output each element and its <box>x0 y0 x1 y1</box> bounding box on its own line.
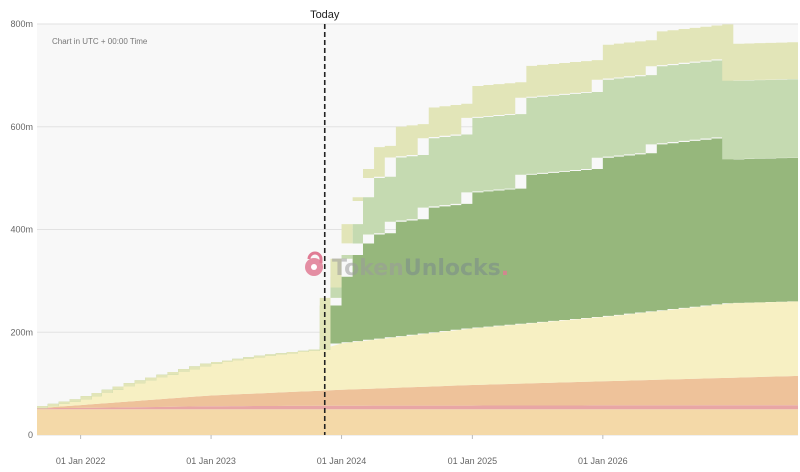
y-tick-label-0: 0 <box>28 430 33 440</box>
watermark-lock-icon <box>305 251 323 276</box>
x-axis: 01 Jan 2022 01 Jan 2023 01 Jan 2024 01 Jan … <box>56 435 628 466</box>
area-series-6 <box>37 59 798 409</box>
x-tick-label-3: 01 Jan 2025 <box>448 456 498 466</box>
area-series-5 <box>37 137 798 409</box>
x-tick-label-1: 01 Jan 2023 <box>186 456 236 466</box>
watermark-text: TokenUnlocks. <box>332 256 509 281</box>
area-series-1 <box>37 409 798 435</box>
x-tick-label-0: 01 Jan 2022 <box>56 456 106 466</box>
x-tick-label-2: 01 Jan 2024 <box>317 456 367 466</box>
today-label: Today <box>310 9 340 21</box>
timezone-note: Chart in UTC + 00:00 Time <box>52 37 148 46</box>
area-series-2 <box>37 405 798 410</box>
y-tick-label-3: 600m <box>10 122 33 132</box>
area-series-4 <box>37 301 798 409</box>
y-axis: 0 200m 400m 600m 800m <box>10 19 33 440</box>
watermark: TokenUnlocks. <box>305 251 509 281</box>
area-series-3 <box>37 375 798 409</box>
y-tick-label-4: 800m <box>10 19 33 29</box>
x-tick-label-4: 01 Jan 2026 <box>578 456 628 466</box>
y-tick-label-1: 200m <box>10 327 33 337</box>
y-tick-label-2: 400m <box>10 225 33 235</box>
area-series-group <box>37 24 798 435</box>
